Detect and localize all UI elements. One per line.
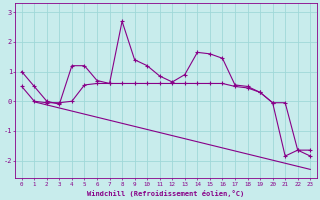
X-axis label: Windchill (Refroidissement éolien,°C): Windchill (Refroidissement éolien,°C) xyxy=(87,190,244,197)
